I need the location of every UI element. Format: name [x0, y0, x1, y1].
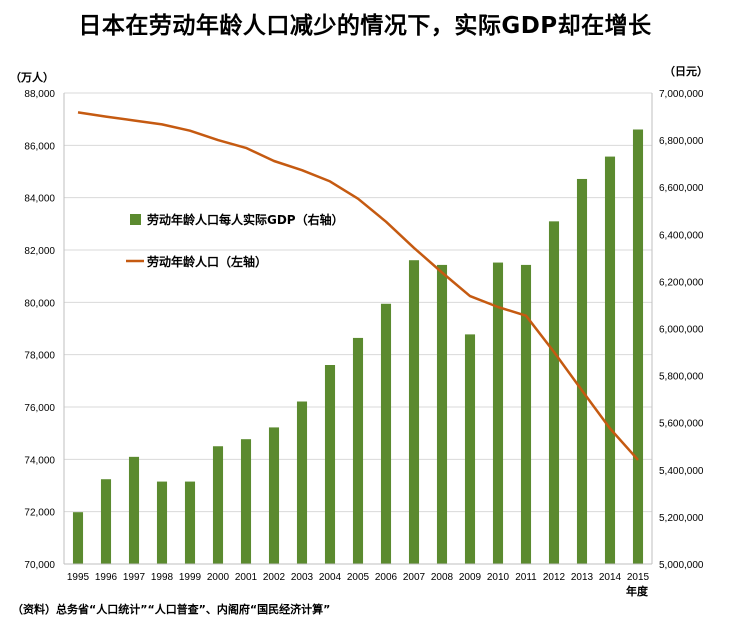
x-tick-label: 1998 [151, 572, 174, 583]
x-tick-label: 2001 [235, 572, 258, 583]
bar [408, 260, 420, 564]
axes [63, 93, 653, 565]
legend: 劳动年龄人口每人实际GDP（右轴） 劳动年龄人口（左轴） [126, 212, 344, 269]
bar [632, 129, 644, 564]
x-tick-label: 2010 [487, 572, 510, 583]
y-left-tick-label: 86,000 [24, 141, 55, 152]
line-path [77, 111, 639, 461]
y-right-tick-label: 5,600,000 [659, 419, 704, 430]
y-right-tick-label: 5,800,000 [659, 372, 704, 383]
y-left-tick-label: 80,000 [24, 298, 55, 309]
x-tick-label: 1995 [67, 572, 90, 583]
y-left-tick-label: 74,000 [24, 455, 55, 466]
bar [128, 456, 140, 564]
x-tick-label: 2003 [291, 572, 314, 583]
bar [268, 427, 280, 564]
bar [380, 303, 392, 564]
bar [548, 221, 560, 564]
bar [184, 481, 196, 564]
y-right-tick-label: 6,000,000 [659, 325, 704, 336]
bar [436, 264, 448, 564]
chart-title: 日本在劳动年龄人口减少的情况下，实际GDP却在增长 [78, 13, 652, 39]
y-right-tick-label: 6,800,000 [659, 136, 704, 147]
y-left-tick-label: 84,000 [24, 194, 55, 205]
y-right-tick-label: 6,200,000 [659, 277, 704, 288]
y-right-tick-label: 6,400,000 [659, 230, 704, 241]
x-tick-label: 2011 [515, 572, 537, 583]
bar [464, 334, 476, 564]
y-right-tick-label: 5,400,000 [659, 466, 704, 477]
x-tick-label: 2002 [263, 572, 286, 583]
line-series [77, 111, 639, 461]
y-left-tick-label: 70,000 [24, 560, 55, 571]
y-left-tick-label: 72,000 [24, 508, 55, 519]
bar [72, 512, 84, 564]
x-tick-label: 2008 [431, 572, 454, 583]
bar [156, 481, 168, 564]
x-tick-label: 2012 [543, 572, 566, 583]
source-note: （资料）总务省“人口统计”“人口普查”、内阁府“国民经济计算” [12, 603, 331, 616]
bar [604, 156, 616, 564]
x-tick-label: 2009 [459, 572, 482, 583]
bar [324, 365, 336, 564]
y-left-tick-label: 76,000 [24, 403, 55, 414]
y-right-tick-label: 5,000,000 [659, 560, 704, 571]
y-left-tick-label: 78,000 [24, 351, 55, 362]
x-tick-label: 2005 [347, 572, 370, 583]
bar-series [72, 129, 644, 564]
bar [352, 337, 364, 564]
x-tick-label: 1996 [95, 572, 118, 583]
x-tick-label: 2007 [403, 572, 426, 583]
x-tick-label: 2004 [319, 572, 342, 583]
bar [240, 439, 252, 564]
legend-line-label: 劳动年龄人口（左轴） [147, 254, 267, 269]
x-tick-label: 2014 [599, 572, 622, 583]
x-axis-label: 年度 [626, 584, 649, 598]
x-tick-label: 2006 [375, 572, 398, 583]
y-right-tick-label: 5,200,000 [659, 513, 704, 524]
x-tick-label: 2013 [571, 572, 594, 583]
y-left-tick-label: 88,000 [24, 89, 55, 100]
bar [492, 262, 504, 564]
y-axis-left-unit: （万人） [10, 70, 54, 84]
y-axis-right-ticks: 5,000,000 5,200,000 5,400,000 5,600,000 5,80… [659, 89, 704, 571]
x-tick-label: 1997 [123, 572, 146, 583]
bar [212, 446, 224, 564]
x-tick-label: 1999 [179, 572, 202, 583]
bar [520, 264, 532, 564]
bar [100, 479, 112, 564]
bar [576, 178, 588, 564]
x-tick-label: 2000 [207, 572, 230, 583]
bar [296, 401, 308, 564]
y-right-tick-label: 6,600,000 [659, 183, 704, 194]
y-left-tick-label: 82,000 [24, 246, 55, 257]
y-right-tick-label: 7,000,000 [659, 89, 704, 100]
y-axis-left-ticks: 70,000 72,000 74,000 76,000 78,000 80,000 82,0… [24, 89, 55, 571]
legend-bar-label: 劳动年龄人口每人实际GDP（右轴） [147, 212, 344, 227]
x-tick-label: 2015 [627, 572, 650, 583]
x-axis-ticks: 1995 1996 1997 1998 1999 2000 2001 2002 2003 2004… [67, 572, 650, 583]
y-axis-right-unit: （日元） [664, 65, 708, 78]
legend-bar-swatch [130, 214, 141, 225]
